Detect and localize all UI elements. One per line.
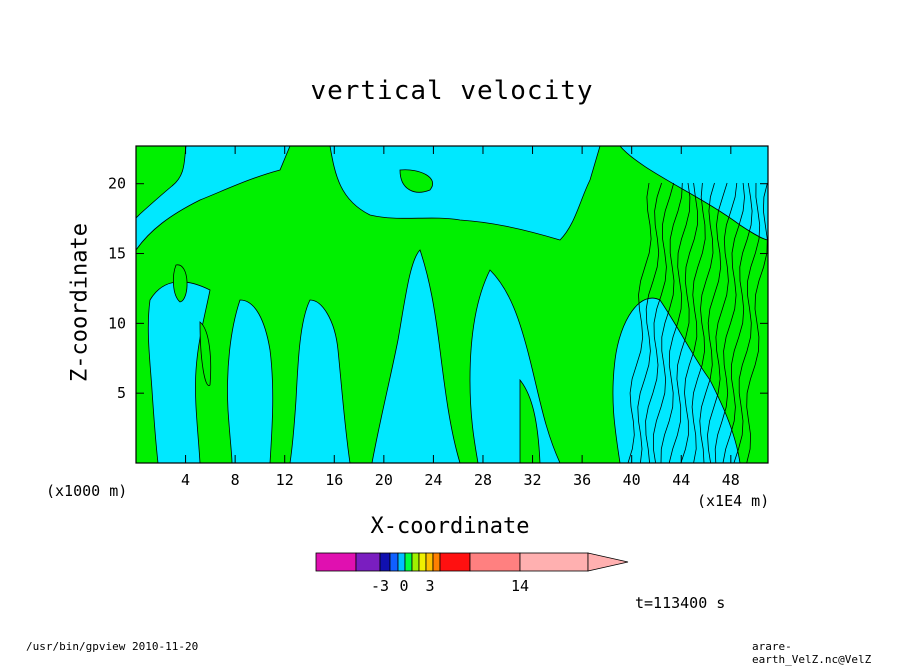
- contour-line: [653, 182, 683, 463]
- time-label: t=113400 s: [635, 594, 726, 612]
- contour-region: [399, 169, 433, 193]
- contour-region: [172, 264, 188, 303]
- colorbar-arrow: [587, 552, 629, 572]
- x-unit-right: (x1E4 m): [697, 492, 770, 510]
- contour-line: [733, 182, 761, 463]
- x-tick-label: 48: [722, 471, 740, 489]
- x-tick-label: 36: [573, 471, 591, 489]
- x-tick-label: 16: [325, 471, 343, 489]
- colorbar-swatch: [404, 552, 413, 572]
- contour-region: [199, 321, 212, 386]
- x-axis: 4 8 12 16 20 24 28 32 36 40 44 48: [181, 146, 740, 489]
- x-tick-label: 8: [231, 471, 240, 489]
- y-tick-label: 10: [108, 314, 126, 332]
- contour-line: [645, 182, 675, 463]
- contour-line: [746, 182, 768, 463]
- x-tick-label: 28: [474, 471, 492, 489]
- x-tick-label: 24: [424, 471, 442, 489]
- colorbar-swatch: [389, 552, 399, 572]
- plot-frame: [135, 145, 769, 464]
- x-tick-label: 32: [524, 471, 542, 489]
- contour-line: [637, 182, 662, 463]
- colorbar-swatch: [469, 552, 521, 572]
- x-tick-label: 4: [181, 471, 190, 489]
- contour-line: [714, 182, 745, 463]
- colorbar-swatch: [315, 552, 357, 572]
- y-axis-label: Z-coordinate: [67, 223, 93, 382]
- colorbar-swatch: [519, 552, 589, 572]
- contour-line: [707, 182, 738, 463]
- colorbar-label: 3: [425, 577, 434, 595]
- footer-right: arare-earth_VelZ.nc@VelZ: [752, 640, 872, 666]
- colorbar-swatch: [425, 552, 434, 572]
- y-tick-label: 5: [117, 384, 126, 402]
- contour-line: [668, 182, 698, 463]
- contour-line: [699, 182, 728, 463]
- x-tick-label: 44: [672, 471, 690, 489]
- x-axis-label: X-coordinate: [370, 514, 530, 539]
- colorbar-swatch: [355, 552, 381, 572]
- x-unit-left: (x1000 m): [46, 482, 128, 500]
- y-axis: 5 10 15 20: [108, 175, 768, 402]
- contour-line: [680, 182, 706, 463]
- colorbar-swatch: [379, 552, 391, 572]
- colorbar-swatch: [411, 552, 420, 572]
- colorbar-swatch: [432, 552, 441, 572]
- colorbar-label: -3: [371, 577, 389, 595]
- contour-region: [136, 146, 768, 463]
- contour-region: [136, 146, 187, 219]
- contour-line: [660, 182, 691, 463]
- y-tick-label: 15: [108, 245, 126, 263]
- colorbar-label: 14: [511, 577, 529, 595]
- contour-line: [722, 182, 753, 463]
- colorbar-swatch: [418, 552, 427, 572]
- colorbar-swatch: [439, 552, 471, 572]
- contour-line: [691, 182, 715, 463]
- footer-left: /usr/bin/gpview 2010-11-20: [26, 640, 199, 653]
- x-tick-label: 40: [623, 471, 641, 489]
- colorbar-label: 0: [399, 577, 408, 595]
- contour-line: [627, 182, 652, 463]
- chart-title: vertical velocity: [310, 76, 594, 106]
- x-tick-label: 20: [375, 471, 393, 489]
- x-tick-label: 12: [276, 471, 294, 489]
- colorbar: -3 0 3 14: [315, 552, 629, 595]
- colorbar-swatch: [397, 552, 406, 572]
- y-tick-label: 20: [108, 175, 126, 193]
